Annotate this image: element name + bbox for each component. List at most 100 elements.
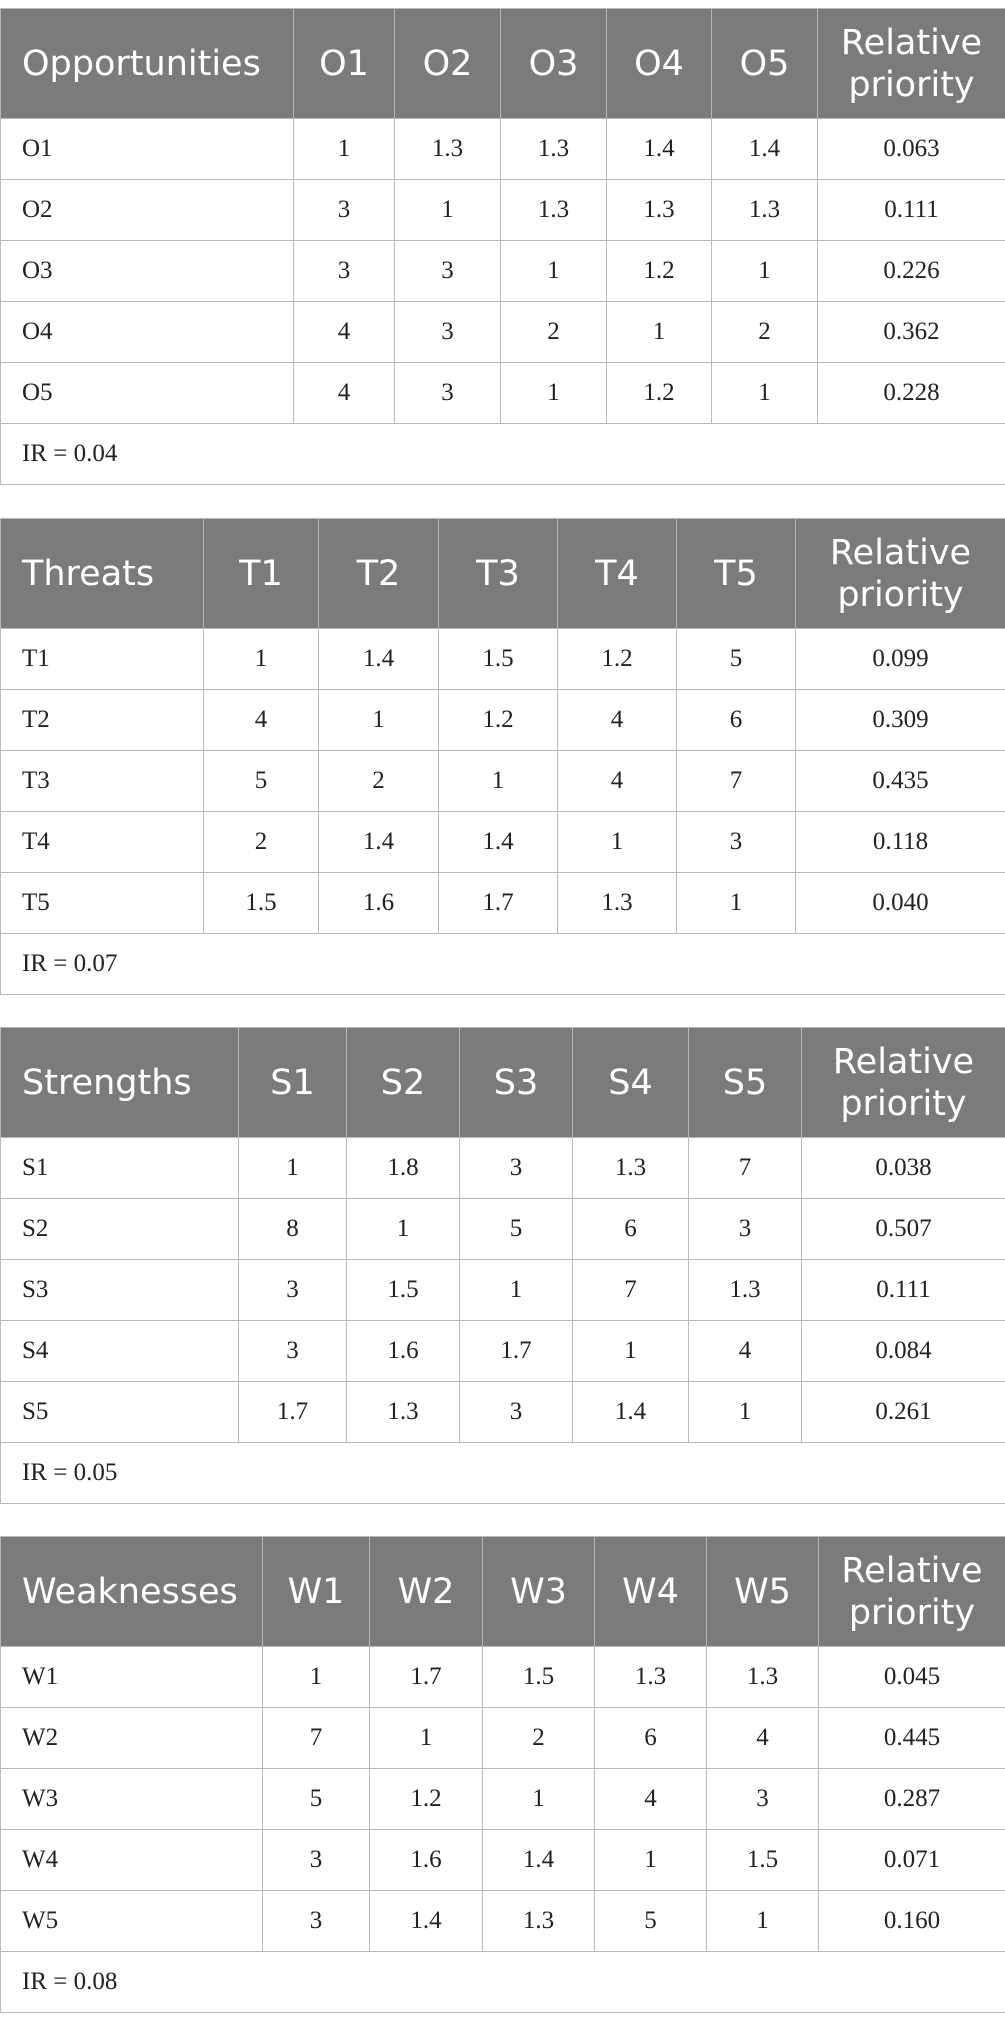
table-cell: 1.3 <box>557 872 677 934</box>
column-header: Relative priority <box>818 1536 1005 1647</box>
table-cell: 1.3 <box>482 1890 595 1952</box>
column-header: T1 <box>203 518 319 629</box>
column-header: T4 <box>557 518 677 629</box>
table-cell: 7 <box>688 1137 802 1199</box>
table-cell: 0.261 <box>801 1381 1005 1443</box>
table-cell: 3 <box>459 1381 573 1443</box>
table-row: W3 5 1.2 1 4 3 0.287 <box>0 1768 1005 1830</box>
row-label: O5 <box>0 362 294 424</box>
table-cell: 2 <box>482 1707 595 1769</box>
table-row: T5 1.5 1.6 1.7 1.3 1 0.040 <box>0 872 1005 934</box>
table-cell: 1 <box>459 1259 573 1321</box>
table-cell: 1.5 <box>438 628 558 690</box>
table-cell: 1.6 <box>318 872 439 934</box>
column-header: O3 <box>500 8 607 119</box>
table-cell: 1.3 <box>606 179 712 241</box>
table-cell: 1.5 <box>346 1259 460 1321</box>
table-cell: 1 <box>572 1320 689 1382</box>
table-cell: 2 <box>711 301 818 363</box>
opportunities-table: Opportunities O1 O2 O3 O4 O5 Relative priority… <box>0 8 1005 485</box>
column-header: W1 <box>262 1536 370 1647</box>
row-label: S3 <box>0 1259 239 1321</box>
table-cell: 1.4 <box>711 118 818 180</box>
table-cell: 1 <box>500 362 607 424</box>
table-cell: 1 <box>438 750 558 812</box>
note-row: IR = 0.04 <box>0 423 1005 485</box>
table-cell: 2 <box>318 750 439 812</box>
table-cell: 1 <box>500 240 607 302</box>
table-cell: 6 <box>594 1707 707 1769</box>
column-header: S2 <box>346 1027 460 1138</box>
header-row: Threats T1 T2 T3 T4 T5 Relative priority <box>0 518 1005 629</box>
consistency-ratio-note: IR = 0.04 <box>0 423 1005 485</box>
table-cell: 0.040 <box>795 872 1005 934</box>
table-cell: 1.3 <box>394 118 501 180</box>
table-cell: 0.118 <box>795 811 1005 873</box>
table-cell: 1.7 <box>369 1646 483 1708</box>
table-cell: 1.6 <box>369 1829 483 1891</box>
note-row: IR = 0.05 <box>0 1442 1005 1504</box>
column-header: S4 <box>572 1027 689 1138</box>
table-row: S3 3 1.5 1 7 1.3 0.111 <box>0 1259 1005 1321</box>
table-row: O5 4 3 1 1.2 1 0.228 <box>0 362 1005 424</box>
table-cell: 1 <box>318 689 439 751</box>
column-header: Relative priority <box>817 8 1005 119</box>
column-header: Relative priority <box>795 518 1005 629</box>
table-cell: 5 <box>262 1768 370 1830</box>
note-row: IR = 0.08 <box>0 1951 1005 2013</box>
table-cell: 3 <box>262 1890 370 1952</box>
table-cell: 1.3 <box>346 1381 460 1443</box>
column-header: W4 <box>594 1536 707 1647</box>
consistency-ratio-note: IR = 0.07 <box>0 933 1005 995</box>
row-label: W1 <box>0 1646 263 1708</box>
table-row: T4 2 1.4 1.4 1 3 0.118 <box>0 811 1005 873</box>
table-cell: 2 <box>203 811 319 873</box>
table-cell: 1.4 <box>572 1381 689 1443</box>
table-cell: 1 <box>688 1381 802 1443</box>
column-header: S1 <box>238 1027 347 1138</box>
table-row: O4 4 3 2 1 2 0.362 <box>0 301 1005 363</box>
table-cell: 3 <box>293 179 395 241</box>
table-cell: 1 <box>711 362 818 424</box>
table-cell: 0.084 <box>801 1320 1005 1382</box>
table-cell: 0.160 <box>818 1890 1005 1952</box>
consistency-ratio-note: IR = 0.08 <box>0 1951 1005 2013</box>
row-label: S4 <box>0 1320 239 1382</box>
table-cell: 4 <box>688 1320 802 1382</box>
row-label: O1 <box>0 118 294 180</box>
table-cell: 4 <box>203 689 319 751</box>
table-cell: 3 <box>688 1198 802 1260</box>
table-cell: 1.8 <box>346 1137 460 1199</box>
table-cell: 3 <box>293 240 395 302</box>
table-cell: 1 <box>676 872 796 934</box>
column-header: W2 <box>369 1536 483 1647</box>
table-cell: 1 <box>238 1137 347 1199</box>
column-header: Opportunities <box>0 8 294 119</box>
table-cell: 1.5 <box>482 1646 595 1708</box>
column-header: T2 <box>318 518 439 629</box>
table-cell: 4 <box>293 362 395 424</box>
table-cell: 7 <box>676 750 796 812</box>
table-cell: 1.3 <box>711 179 818 241</box>
column-header: Relative priority <box>801 1027 1005 1138</box>
table-cell: 0.111 <box>817 179 1005 241</box>
table-cell: 0.309 <box>795 689 1005 751</box>
table-cell: 4 <box>594 1768 707 1830</box>
table-cell: 3 <box>676 811 796 873</box>
table-cell: 6 <box>676 689 796 751</box>
row-label: O4 <box>0 301 294 363</box>
table-cell: 1 <box>293 118 395 180</box>
table-cell: 1.7 <box>238 1381 347 1443</box>
table-cell: 1.3 <box>572 1137 689 1199</box>
table-cell: 6 <box>572 1198 689 1260</box>
table-cell: 0.045 <box>818 1646 1005 1708</box>
column-header: Weaknesses <box>0 1536 263 1647</box>
table-cell: 1 <box>557 811 677 873</box>
header-row: Opportunities O1 O2 O3 O4 O5 Relative priority <box>0 8 1005 119</box>
row-label: T1 <box>0 628 204 690</box>
table-cell: 0.099 <box>795 628 1005 690</box>
table-cell: 1.3 <box>500 179 607 241</box>
table-row: S5 1.7 1.3 3 1.4 1 0.261 <box>0 1381 1005 1443</box>
table-cell: 3 <box>459 1137 573 1199</box>
table-cell: 1 <box>706 1890 819 1952</box>
